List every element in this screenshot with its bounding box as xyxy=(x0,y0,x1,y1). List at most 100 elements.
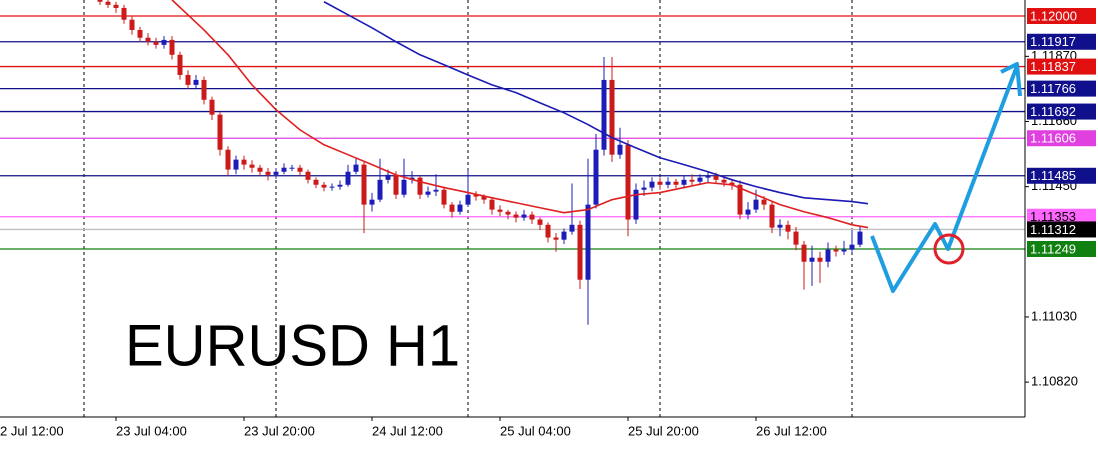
candle-body xyxy=(217,114,223,150)
candle-body xyxy=(137,29,143,38)
candle-body xyxy=(545,224,551,238)
level-label: 1.11353 xyxy=(1030,209,1076,224)
candle-body xyxy=(129,19,135,30)
candle-body xyxy=(529,214,535,220)
level-label: 1.11249 xyxy=(1030,241,1076,256)
candle-body xyxy=(801,244,807,262)
candle-body xyxy=(817,257,823,262)
candle-body xyxy=(297,167,303,172)
candle-body xyxy=(585,204,591,280)
candle-body xyxy=(441,189,447,205)
candle-body xyxy=(505,211,511,215)
candle-body xyxy=(305,171,311,180)
forecast-arrow xyxy=(870,65,1019,293)
level-label-bg xyxy=(1027,103,1096,120)
candle-body xyxy=(209,99,215,115)
level-label-bg xyxy=(1027,241,1096,258)
candle-body xyxy=(601,79,607,150)
candle-body xyxy=(273,171,279,175)
candle-body xyxy=(257,167,263,172)
candle-body xyxy=(473,194,479,197)
candle-body xyxy=(385,174,391,180)
chart-title: EURUSD H1 xyxy=(125,313,460,378)
candle-body xyxy=(745,209,751,215)
moving-average-line xyxy=(171,0,869,229)
candle-body xyxy=(537,219,543,225)
candle-body xyxy=(161,39,167,45)
candle-body xyxy=(513,214,519,218)
candle-body xyxy=(313,179,319,185)
candle-body xyxy=(361,164,367,205)
x-tick-label: 2 Jul 12:00 xyxy=(0,423,64,438)
level-label: 1.11692 xyxy=(1030,104,1076,119)
x-tick-label: 23 Jul 20:00 xyxy=(244,423,315,438)
level-label: 1.11606 xyxy=(1030,131,1076,146)
candle-body xyxy=(337,184,343,187)
candle-body xyxy=(177,54,183,75)
candle-body xyxy=(185,74,191,85)
level-label-bg xyxy=(1027,80,1096,97)
candle-body xyxy=(433,189,439,192)
candle-body xyxy=(657,181,663,185)
candle-body xyxy=(113,4,119,8)
candle-body xyxy=(561,231,567,240)
candle-body xyxy=(97,0,103,2)
x-tick-label: 25 Jul 04:00 xyxy=(500,423,571,438)
forecast-annotation xyxy=(870,62,1022,293)
candle-body xyxy=(553,237,559,240)
y-tick-label: 1.11030 xyxy=(1031,308,1077,323)
candle-body xyxy=(345,171,351,185)
level-label: 1.11917 xyxy=(1030,34,1076,49)
x-tick-label: 23 Jul 04:00 xyxy=(116,423,187,438)
candle-body xyxy=(521,214,527,218)
candle-body xyxy=(809,257,815,262)
candle-body xyxy=(721,179,727,183)
candle-body xyxy=(665,181,671,185)
x-tick-label: 24 Jul 12:00 xyxy=(372,423,443,438)
target-circle xyxy=(933,233,965,265)
candle-body xyxy=(689,179,695,182)
candle-body xyxy=(793,231,799,245)
candle-body xyxy=(713,175,719,180)
candle-body xyxy=(369,199,375,205)
candle-body xyxy=(281,167,287,172)
candle-body xyxy=(457,204,463,212)
candle-body xyxy=(729,182,735,185)
candle-body xyxy=(105,1,111,5)
candle-body xyxy=(841,249,847,252)
candle-body xyxy=(201,79,207,100)
moving-average-line xyxy=(323,1,869,205)
candle-body xyxy=(569,224,575,232)
candle-body xyxy=(489,199,495,210)
candle-body xyxy=(449,204,455,212)
candle-body xyxy=(497,209,503,212)
candle-body xyxy=(417,177,423,195)
candle-body xyxy=(225,149,231,170)
plot-marks xyxy=(97,0,869,325)
candle-body xyxy=(321,184,327,188)
y-tick-label: 1.10820 xyxy=(1031,374,1078,389)
candle-body xyxy=(777,224,783,228)
candle-body xyxy=(425,191,431,195)
candle-body xyxy=(577,224,583,280)
candle-body xyxy=(377,179,383,200)
level-label-bg xyxy=(1027,221,1096,238)
candle-body xyxy=(353,164,359,172)
candle-body xyxy=(329,186,335,188)
candle-body xyxy=(193,79,199,85)
candle-body xyxy=(153,41,159,45)
candle-body xyxy=(121,7,127,20)
level-label-bg xyxy=(1027,208,1096,225)
candle-body xyxy=(625,144,631,220)
candle-body xyxy=(753,199,759,210)
candle-body xyxy=(169,39,175,55)
level-label-bg xyxy=(1027,130,1096,147)
level-label-bg xyxy=(1027,8,1096,25)
arrow-head xyxy=(1000,62,1022,97)
candle-body xyxy=(401,179,407,195)
candle-body xyxy=(233,159,239,170)
candle-body xyxy=(833,249,839,252)
level-label: 1.12000 xyxy=(1030,8,1077,23)
